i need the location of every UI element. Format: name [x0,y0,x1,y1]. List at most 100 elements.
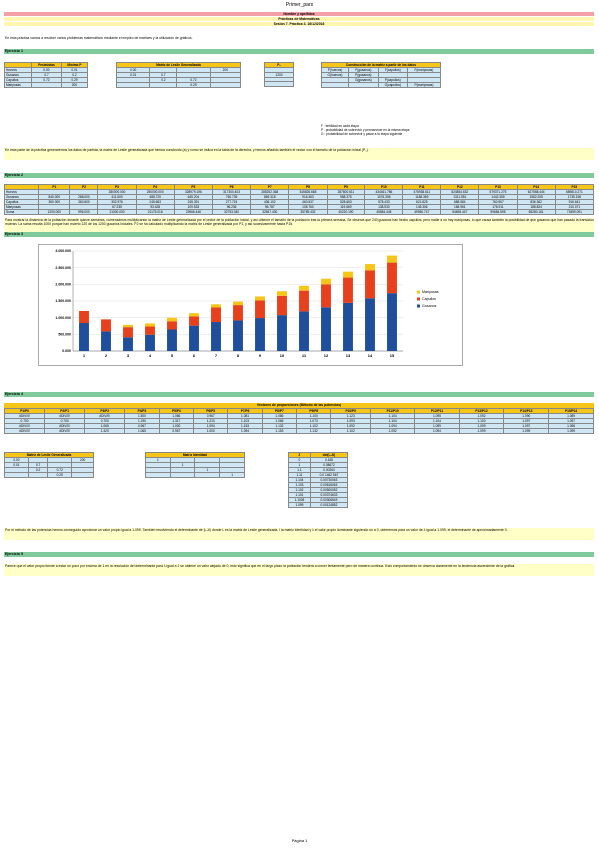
x-tick-label: 9 [259,353,262,358]
table-cell [27,472,49,478]
x-tick-label: 10 [280,353,285,358]
table-cell: 0.29 [47,472,73,478]
bar-gusanos-1 [79,323,89,351]
bar-capullos-7 [211,307,221,323]
bar-mariposas-14 [365,264,375,271]
x-tick-label: 5 [171,353,174,358]
bar-gusanos-8 [233,320,243,351]
table-cell [348,82,379,88]
p0-table: P₀ 1200 [264,62,294,87]
population-table: P1 P2 P3 P4 P5 P6 P7 P8 P9 P10 P11 P12 P13 P14 P15 Huev… [3,184,595,215]
table-cell: 35789.432 [288,209,328,215]
band-session: Sesión 7. Práctica 3. 16/12/2016 [4,22,594,26]
legend-swatch-mariposas [417,290,420,294]
x-tick-label: 14 [368,353,373,358]
table-cell: Mariposas [4,82,32,88]
x-tick-label: 1 [83,353,86,358]
note-g: G : probabilidad de sobrevivir y pasar a… [321,132,403,136]
bar-mariposas-13 [343,271,353,278]
bar-gusanos-10 [277,315,287,351]
table-cell [145,472,171,478]
bar-gusanos-15 [387,293,397,351]
y-tick-label: 1.500.000 [55,299,71,303]
table-cell [321,82,349,88]
ej2-paragraph: Para mostrar la dinámica de la población… [4,218,594,236]
table-cell: 32753.340 [211,209,252,215]
table-cell: #DIV/0! [44,428,86,434]
bar-capullos-8 [233,305,243,321]
bar-gusanos-3 [123,337,133,351]
leslie-matrix-table-2: Matriz de Leslie Generalizada 0.00 200 0.01… [4,452,94,478]
y-tick-label: 2.500.000 [55,266,71,270]
table-cell: 1.094 [414,428,460,434]
bar-capullos-1 [79,311,89,323]
bar-capullos-3 [123,327,133,338]
table-row: Capullos 0.72 0.29 [4,77,89,83]
table-cell: 1.099 [548,428,594,434]
table-cell: 996.000 [69,209,99,215]
bar-gusanos-11 [299,311,309,351]
note-f: F : fertilidad en cada etapa [321,124,359,128]
table-cell: 1.094 [227,428,263,434]
table-row: Mariposas 200 [4,82,89,88]
chart-container: 3.000.000 2.500.000 2.000.000 1.500.000 1.00… [38,244,463,366]
section-ej1: Ejercicio 1 [4,49,594,54]
y-tick-label: 500.000 [58,333,71,337]
table-header-row: P₀ [264,62,294,68]
leslie-matrix-table: Matriz de Leslie Generalizada 0.00 200 0.01… [115,62,242,88]
legend-label-capullos: Capullos [422,297,436,301]
table-cell: 0.29 [176,82,211,88]
bar-capullos-12 [321,284,331,308]
table-cell: 1.000 [192,428,229,434]
population-chart: 3.000.000 2.500.000 2.000.000 1.500.000 1.00… [55,249,439,358]
table-row: G(capullos) P(mariposas) [321,82,442,88]
band-subtitle: Prácticas de Matemáticas [4,17,594,21]
table-row [264,81,294,87]
table-row: Mariposas 67.235 93.428 109.533 96.236 96.787… [3,204,595,210]
table-cell: 1.099 [503,428,550,434]
legend-label-gusanos: Gusanos [422,304,437,308]
ej1-paragraph: En esta parte de la práctica generaremos… [4,148,594,160]
table-row: 1 [145,472,245,478]
bar-capullos-11 [299,290,309,312]
table-cell: 1.065 [124,428,160,434]
note-p: P : probabilidad de sobrevivir y permane… [321,128,410,132]
x-tick-label: 7 [215,353,218,358]
table-cell: 1200 [264,71,294,78]
bar-gusanos-2 [101,331,111,351]
section-ej5: Ejercicio 5 [4,552,594,557]
table-cell: 54698.447 [440,209,480,215]
vectors-table: P1/P0 P2/P1 P3/P2 P4/P3 P5/P4 P6/P5 P7/P6 P8/P7… [3,408,594,434]
table-row: 0.01 0.7 [115,72,242,78]
bar-gusanos-13 [343,302,353,351]
table-cell: 21175.016 [135,209,175,215]
table-cell: 65280.161 [516,209,556,215]
table-cell: 1.099 [458,428,505,434]
determinant-table: λ det(L-λI) 0 0.168 1 0.08672 1.1 0.00264 1.11 0.… [288,452,349,508]
table-cell [194,472,221,478]
table-cell [30,82,62,88]
table-row: Huevos 0.00 0.01 [4,67,89,73]
bar-mariposas-8 [233,301,243,306]
table-cell: 59684.595 [478,209,518,215]
construction-table: Construcción de la matriz a partir de lo… [321,62,442,88]
vectors-title: Vectores de proporciones (Método de las … [4,403,594,408]
identity-matrix-table: Matriz Identidad 1 1 1 1 [145,452,245,478]
x-tick-label: 4 [149,353,152,358]
bar-mariposas-12 [321,278,331,285]
bar-gusanos-4 [145,334,155,351]
table-cell [264,81,294,87]
x-tick-label: 8 [237,353,240,358]
bar-mariposas-7 [211,304,221,308]
table-cell: 200 [60,82,89,88]
table-cell: 1.420 [84,428,126,434]
table-cell: P(mariposas) [406,82,442,88]
bar-capullos-5 [167,321,177,330]
legend-label-mariposas: Mariposas [422,290,439,294]
y-tick-label: 2.000.000 [55,283,71,287]
x-tick-label: 2 [105,353,108,358]
table-cell [115,82,151,88]
table-cell: 1.102 [330,428,372,434]
section-ej3: Ejercicio 3 [4,232,594,237]
table-cell: 0.00124852 [309,502,349,508]
